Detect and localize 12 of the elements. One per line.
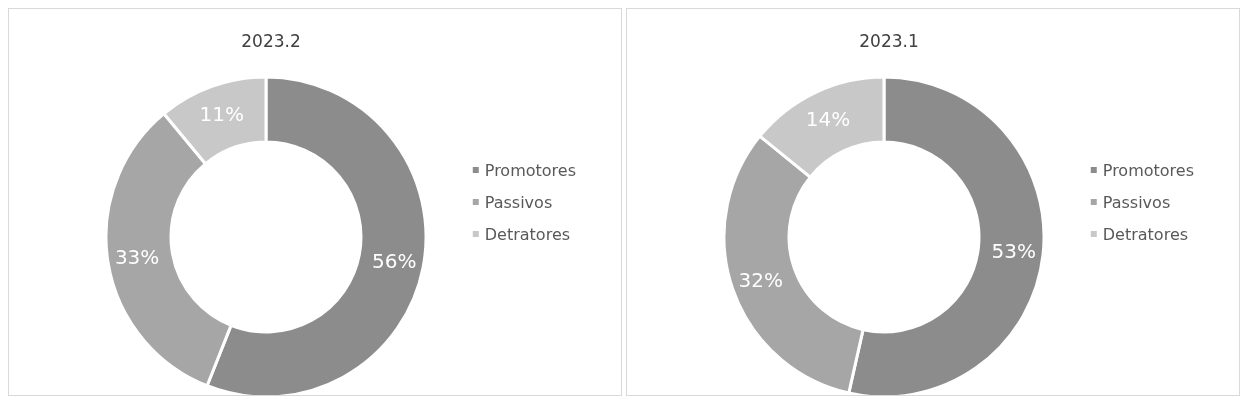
data-label: 32% [738, 267, 783, 292]
legend-label: Detratores [484, 224, 571, 244]
data-label: 56% [371, 249, 417, 274]
legend-label: Passivos [1102, 192, 1171, 212]
chart-title: 2023.1 [859, 30, 919, 51]
legend-label: Passivos [484, 192, 553, 212]
data-label: 53% [991, 239, 1036, 264]
legend-label: Promotores [1102, 160, 1195, 180]
legend-label: Promotores [484, 160, 577, 180]
chart-title: 2023.2 [241, 30, 301, 51]
legend-label: Detratores [1102, 224, 1189, 244]
data-label: 33% [114, 245, 160, 270]
